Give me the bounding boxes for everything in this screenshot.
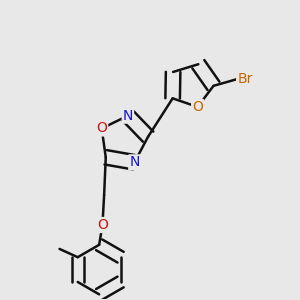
Text: Br: Br: [237, 72, 253, 86]
Text: O: O: [97, 218, 108, 232]
Text: O: O: [96, 122, 107, 136]
Text: N: N: [129, 155, 140, 170]
Text: N: N: [123, 109, 133, 123]
Text: O: O: [192, 100, 203, 114]
